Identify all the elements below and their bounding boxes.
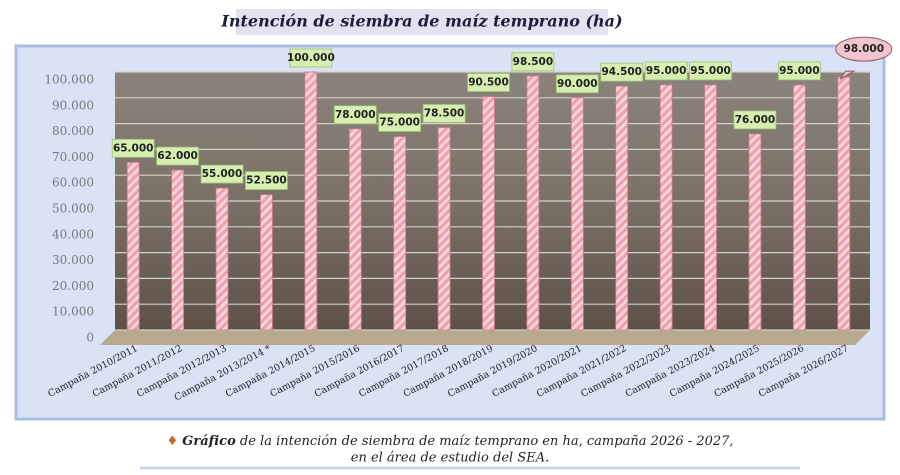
value-label: 55.000 [202,168,243,180]
value-label-box [289,48,333,68]
bar [704,84,717,331]
y-tick-label: 100.000 [44,73,94,87]
value-label: 98.000 [844,43,885,55]
y-tick-label: 50.000 [52,202,94,216]
y-tick-label: 60.000 [52,176,94,190]
value-label-box [644,61,688,81]
bar [570,97,584,331]
value-label: 78.500 [424,107,465,119]
callout-tail [839,70,856,80]
value-label-box [555,74,599,94]
value-label-box [156,146,200,166]
value-label: 95.000 [690,65,731,77]
value-label-box [511,52,555,72]
caption: ♦ Gráfico de la intención de siembra de … [166,434,733,449]
y-tick-label: 40.000 [52,227,94,241]
bar [792,84,806,331]
y-tick-label: 10.000 [52,305,94,319]
bar [482,96,495,331]
plot-floor [100,330,870,345]
value-label-box [378,113,422,132]
value-label: 98.500 [513,56,554,68]
bar [304,71,318,331]
value-label: 90.500 [468,77,509,89]
caption-line: en el área de estudio del SEA. [351,451,550,466]
value-label: 100.000 [287,52,335,64]
value-label: 94.500 [601,66,642,78]
value-label: 78.000 [335,109,376,121]
bar [837,76,851,331]
y-tick-label: 90.000 [52,98,94,112]
y-tick-label: 20.000 [52,279,94,293]
y-tick-label: 0 [86,331,94,345]
bar [748,133,762,331]
y-tick-label: 30.000 [52,253,94,267]
bar [615,85,629,331]
chart-title: Intención de siembra de maíz temprano (h… [220,12,622,31]
value-label-box [333,105,377,125]
value-label: 65.000 [113,142,154,154]
value-label-box [422,104,466,123]
y-tick-label: 80.000 [52,124,94,138]
value-label: 75.000 [379,117,420,129]
value-label: 95.000 [779,65,820,77]
bar [215,187,229,331]
value-label-box [245,171,288,190]
value-label: 76.000 [735,114,776,126]
value-label: 62.000 [157,150,198,162]
value-label-box [733,110,777,130]
value-label-box [111,138,155,158]
bar [393,136,407,331]
value-label-box [600,62,644,82]
value-label: 90.000 [557,78,598,90]
value-label-box [467,73,510,92]
bar [526,75,540,331]
y-tick-label: 70.000 [52,150,94,164]
bar [437,127,451,331]
bar [348,128,362,331]
caption-line: de la intención de siembra de maíz tempr… [240,434,734,449]
bar [171,169,185,331]
title-box [236,9,608,35]
value-label: 52.500 [246,175,287,187]
bar [126,161,140,331]
value-label-box [835,36,893,62]
value-label-box [777,61,821,81]
value-label: 95.000 [646,65,687,77]
caption-lead: Gráfico [182,434,236,449]
bar [659,84,673,331]
value-label-box [200,164,244,184]
value-label-box [689,61,732,81]
bar [260,194,273,331]
